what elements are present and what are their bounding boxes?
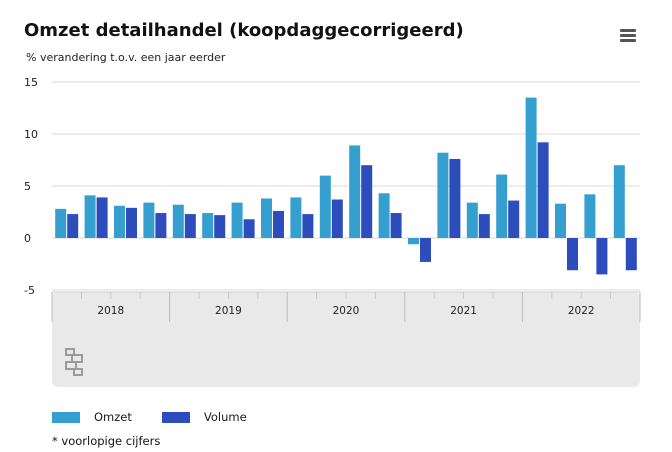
bar-omzet <box>84 195 96 238</box>
bar-omzet <box>466 202 478 238</box>
legend-label-volume: Volume <box>203 410 247 424</box>
bar-omzet <box>290 197 302 238</box>
bar-omzet <box>584 194 596 238</box>
chart-title: Omzet detailhandel (koopdaggecorrigeerd) <box>24 20 464 41</box>
bar-volume <box>361 165 373 238</box>
legend-swatch-omzet <box>52 411 80 423</box>
grid-lines <box>52 81 640 291</box>
bar-volume <box>625 238 637 271</box>
bar-volume <box>184 214 196 238</box>
chart-subtitle: % verandering t.o.v. een jaar eerder <box>26 51 226 64</box>
footnote: * voorlopige cijfers <box>52 434 161 448</box>
bar-volume <box>537 142 549 238</box>
bar-omzet <box>143 202 155 238</box>
bar-omzet <box>319 175 331 238</box>
y-tick-label: -5 <box>24 284 35 297</box>
x-year-label: 2021 <box>450 305 477 317</box>
bar-volume <box>302 214 314 238</box>
x-year-label: 2019 <box>215 305 242 317</box>
x-year-label: 2018 <box>97 305 124 317</box>
x-axis: 2018 2019 2020 2021 2022 <box>51 291 641 322</box>
bar-omzet <box>172 204 184 238</box>
bars <box>55 97 637 275</box>
cbs-logo-icon <box>65 348 83 376</box>
bar-volume <box>390 213 402 238</box>
bar-volume <box>155 213 167 238</box>
bar-omzet <box>525 97 537 238</box>
bar-volume <box>273 210 284 238</box>
bar-omzet <box>261 198 272 238</box>
bar-volume <box>331 199 343 238</box>
legend-swatch-volume <box>161 411 190 423</box>
bar-omzet <box>231 202 243 238</box>
bar-volume <box>67 214 79 238</box>
bar-omzet <box>55 208 67 238</box>
hamburger-menu-icon[interactable] <box>620 29 636 43</box>
bar-omzet <box>408 238 419 245</box>
bar-volume <box>126 207 137 238</box>
chart-canvas: -5 0 5 10 15 2018 2019 2020 2021 2022 <box>24 76 641 387</box>
bar-omzet <box>613 165 625 238</box>
x-year-label: 2020 <box>333 305 360 317</box>
bar-omzet <box>349 145 361 238</box>
bar-volume <box>420 238 431 262</box>
y-tick-label: 15 <box>24 76 38 89</box>
y-tick-label: 5 <box>24 180 31 193</box>
legend-label-omzet: Omzet <box>94 410 132 424</box>
bar-volume <box>449 158 461 238</box>
bar-volume <box>596 238 608 275</box>
x-axis-panel <box>52 292 640 387</box>
y-tick-label: 10 <box>24 128 38 141</box>
bar-omzet <box>555 203 566 238</box>
bar-omzet <box>437 152 449 238</box>
bar-volume <box>243 219 255 238</box>
bar-volume <box>96 197 108 238</box>
legend-item-volume[interactable]: Volume <box>161 410 247 424</box>
y-tick-label: 0 <box>24 232 31 245</box>
legend: Omzet Volume <box>52 410 277 424</box>
bar-omzet <box>114 205 125 238</box>
bar-omzet <box>202 213 214 238</box>
bar-volume <box>214 215 226 238</box>
bar-volume <box>567 238 578 271</box>
x-year-label: 2022 <box>568 305 595 317</box>
bar-volume <box>478 214 490 238</box>
legend-item-omzet[interactable]: Omzet <box>52 410 132 424</box>
y-axis-labels: -5 0 5 10 15 <box>24 76 38 297</box>
bar-volume <box>508 200 520 238</box>
bar-omzet <box>496 174 508 238</box>
bar-omzet <box>378 193 390 238</box>
